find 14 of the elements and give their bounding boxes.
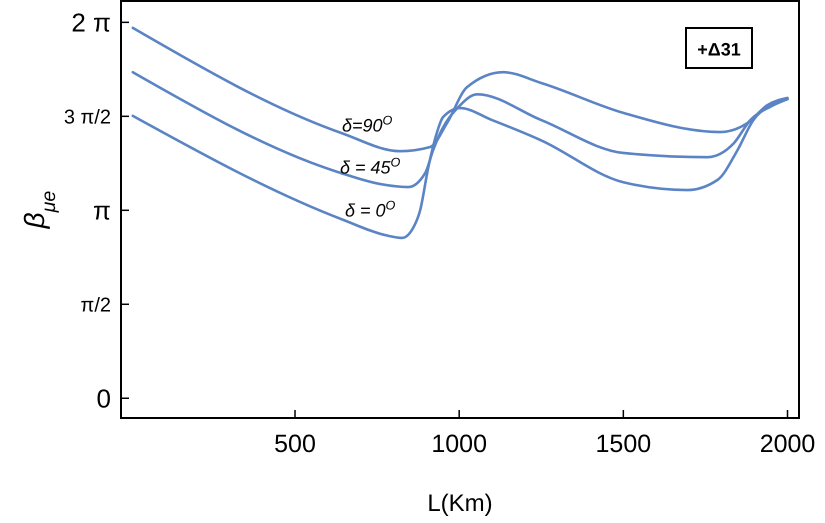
annotation: +Δ31 bbox=[697, 39, 741, 60]
x-tick-label: 1000 bbox=[431, 430, 487, 458]
y-tick-label: 2 π bbox=[71, 7, 111, 38]
annotation: δ=90$^{O}$ bbox=[342, 113, 393, 136]
x-tick-label: 1500 bbox=[596, 430, 652, 458]
y-tick-label: 0 bbox=[96, 383, 111, 414]
y-tick-label: π bbox=[93, 195, 111, 226]
y-tick-label: 3 π/2 bbox=[64, 106, 111, 128]
x-tick-label: 2000 bbox=[760, 430, 816, 458]
x-axis-title: L(Km) bbox=[427, 490, 493, 517]
annotation: δ = 45$^{O}$ bbox=[340, 155, 401, 178]
y-tick-label: π/2 bbox=[80, 294, 111, 316]
x-tick-label: 500 bbox=[274, 430, 316, 458]
annotation: δ = 0$^{O}$ bbox=[345, 198, 396, 220]
